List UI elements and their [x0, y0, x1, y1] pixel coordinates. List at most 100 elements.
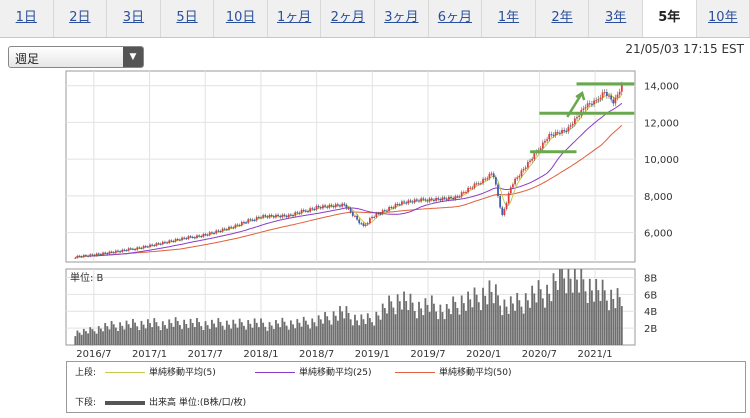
volume-bar [597, 290, 600, 345]
candle-body [383, 210, 386, 212]
volume-bar [127, 324, 130, 345]
volume-bar [225, 320, 228, 345]
candle-body [117, 250, 119, 252]
volume-bar [605, 300, 608, 345]
interval-select[interactable]: 週足 ▼ [8, 46, 144, 68]
candle-body [211, 232, 213, 234]
candle-body [439, 199, 442, 201]
volume-bar [354, 314, 356, 345]
chart-legend: 上段: 単純移動平均(5) 単純移動平均(25) 単純移動平均(50) 下段: … [66, 361, 746, 413]
volume-bar [401, 309, 403, 345]
volume-bar [531, 285, 534, 345]
x-tick-label: 2017/1 [132, 349, 167, 360]
volume-bar [78, 332, 81, 345]
candle-body [386, 210, 388, 212]
legend-lower-row: 下段: 出来高 単位:(B株/口/枚) [75, 396, 246, 410]
volume-bar [612, 298, 615, 345]
tab-period-10[interactable]: 2年 [535, 0, 590, 37]
volume-bar [435, 311, 437, 345]
candle-body [215, 230, 218, 234]
candle-body [307, 211, 309, 213]
volume-bar [298, 322, 301, 345]
interval-select-value: 週足 [15, 52, 40, 66]
candle-body [208, 232, 211, 236]
volume-bar [279, 327, 282, 345]
candle-body [614, 97, 617, 104]
volume-bar [339, 306, 341, 345]
candle-body [341, 203, 344, 207]
volume-bar [119, 322, 122, 345]
tab-period-5[interactable]: 1ヶ月 [267, 0, 322, 37]
volume-bar [544, 307, 546, 345]
tab-period-13[interactable]: 10年 [696, 0, 750, 37]
volume-bar [620, 306, 623, 345]
volume-bar [311, 318, 314, 345]
volume-bar [322, 323, 324, 345]
volume-bar [206, 325, 209, 345]
candle-body [164, 241, 166, 243]
candle-body [548, 134, 551, 140]
tab-period-9[interactable]: 1年 [482, 0, 536, 37]
tab-period-6[interactable]: 2ヶ月 [321, 0, 376, 37]
tab-period-7[interactable]: 3ヶ月 [375, 0, 429, 37]
candle-body [390, 207, 393, 209]
candle-body [336, 204, 339, 206]
volume-bar [541, 298, 544, 345]
volume-bar [433, 303, 435, 345]
candle-body [379, 213, 382, 215]
candle-body [507, 193, 510, 204]
volume-bar [208, 328, 211, 345]
volume-bar [561, 269, 563, 345]
volume-bar [520, 306, 523, 345]
volume-bar [232, 319, 235, 345]
candle-body [251, 219, 254, 221]
volume-bar [213, 323, 215, 345]
candle-body [433, 199, 435, 201]
tab-period-0[interactable]: 1日 [0, 0, 54, 37]
candle-body [106, 253, 109, 255]
volume-bar [603, 290, 606, 345]
volume-unit-label: 単位: B [70, 271, 104, 284]
tab-period-4[interactable]: 10日 [214, 0, 268, 37]
volume-bar [181, 329, 183, 345]
volume-bar [394, 314, 397, 345]
volume-bar [104, 323, 107, 345]
volume-bar [85, 331, 87, 345]
candle-body [80, 256, 83, 258]
volume-bar [189, 318, 192, 345]
candle-body [134, 249, 136, 251]
candle-body [238, 224, 241, 226]
candle-body [497, 184, 499, 197]
candle-body [223, 228, 226, 230]
volume-bar [559, 269, 561, 345]
volume-bar [450, 314, 452, 345]
tab-period-12[interactable]: 5年 [642, 0, 697, 37]
volume-bar [390, 301, 393, 345]
candle-body [454, 196, 457, 200]
volume-bar [91, 329, 94, 345]
candle-body [573, 118, 576, 124]
volume-bar [202, 330, 205, 345]
candle-body [166, 242, 168, 244]
volume-bar [396, 294, 399, 345]
volume-bar [505, 306, 508, 345]
volume-bar [512, 303, 514, 345]
tab-period-2[interactable]: 3日 [107, 0, 161, 37]
x-tick-label: 2018/7 [299, 349, 334, 360]
candle-body [616, 94, 619, 98]
tab-period-1[interactable]: 2日 [53, 0, 108, 37]
volume-bar [102, 331, 104, 345]
volume-bar [507, 313, 510, 345]
tab-period-3[interactable]: 5日 [160, 0, 215, 37]
volume-bar [106, 326, 109, 345]
volume-bar [149, 323, 151, 345]
volume-bar [503, 299, 506, 345]
candle-body [290, 214, 292, 216]
candle-body [93, 254, 96, 256]
volume-bar [198, 322, 201, 345]
tab-period-11[interactable]: 3年 [589, 0, 643, 37]
x-tick-label: 2019/1 [355, 349, 390, 360]
candle-body [512, 184, 514, 188]
volume-bar [371, 322, 373, 345]
tab-period-8[interactable]: 6ヶ月 [428, 0, 483, 37]
